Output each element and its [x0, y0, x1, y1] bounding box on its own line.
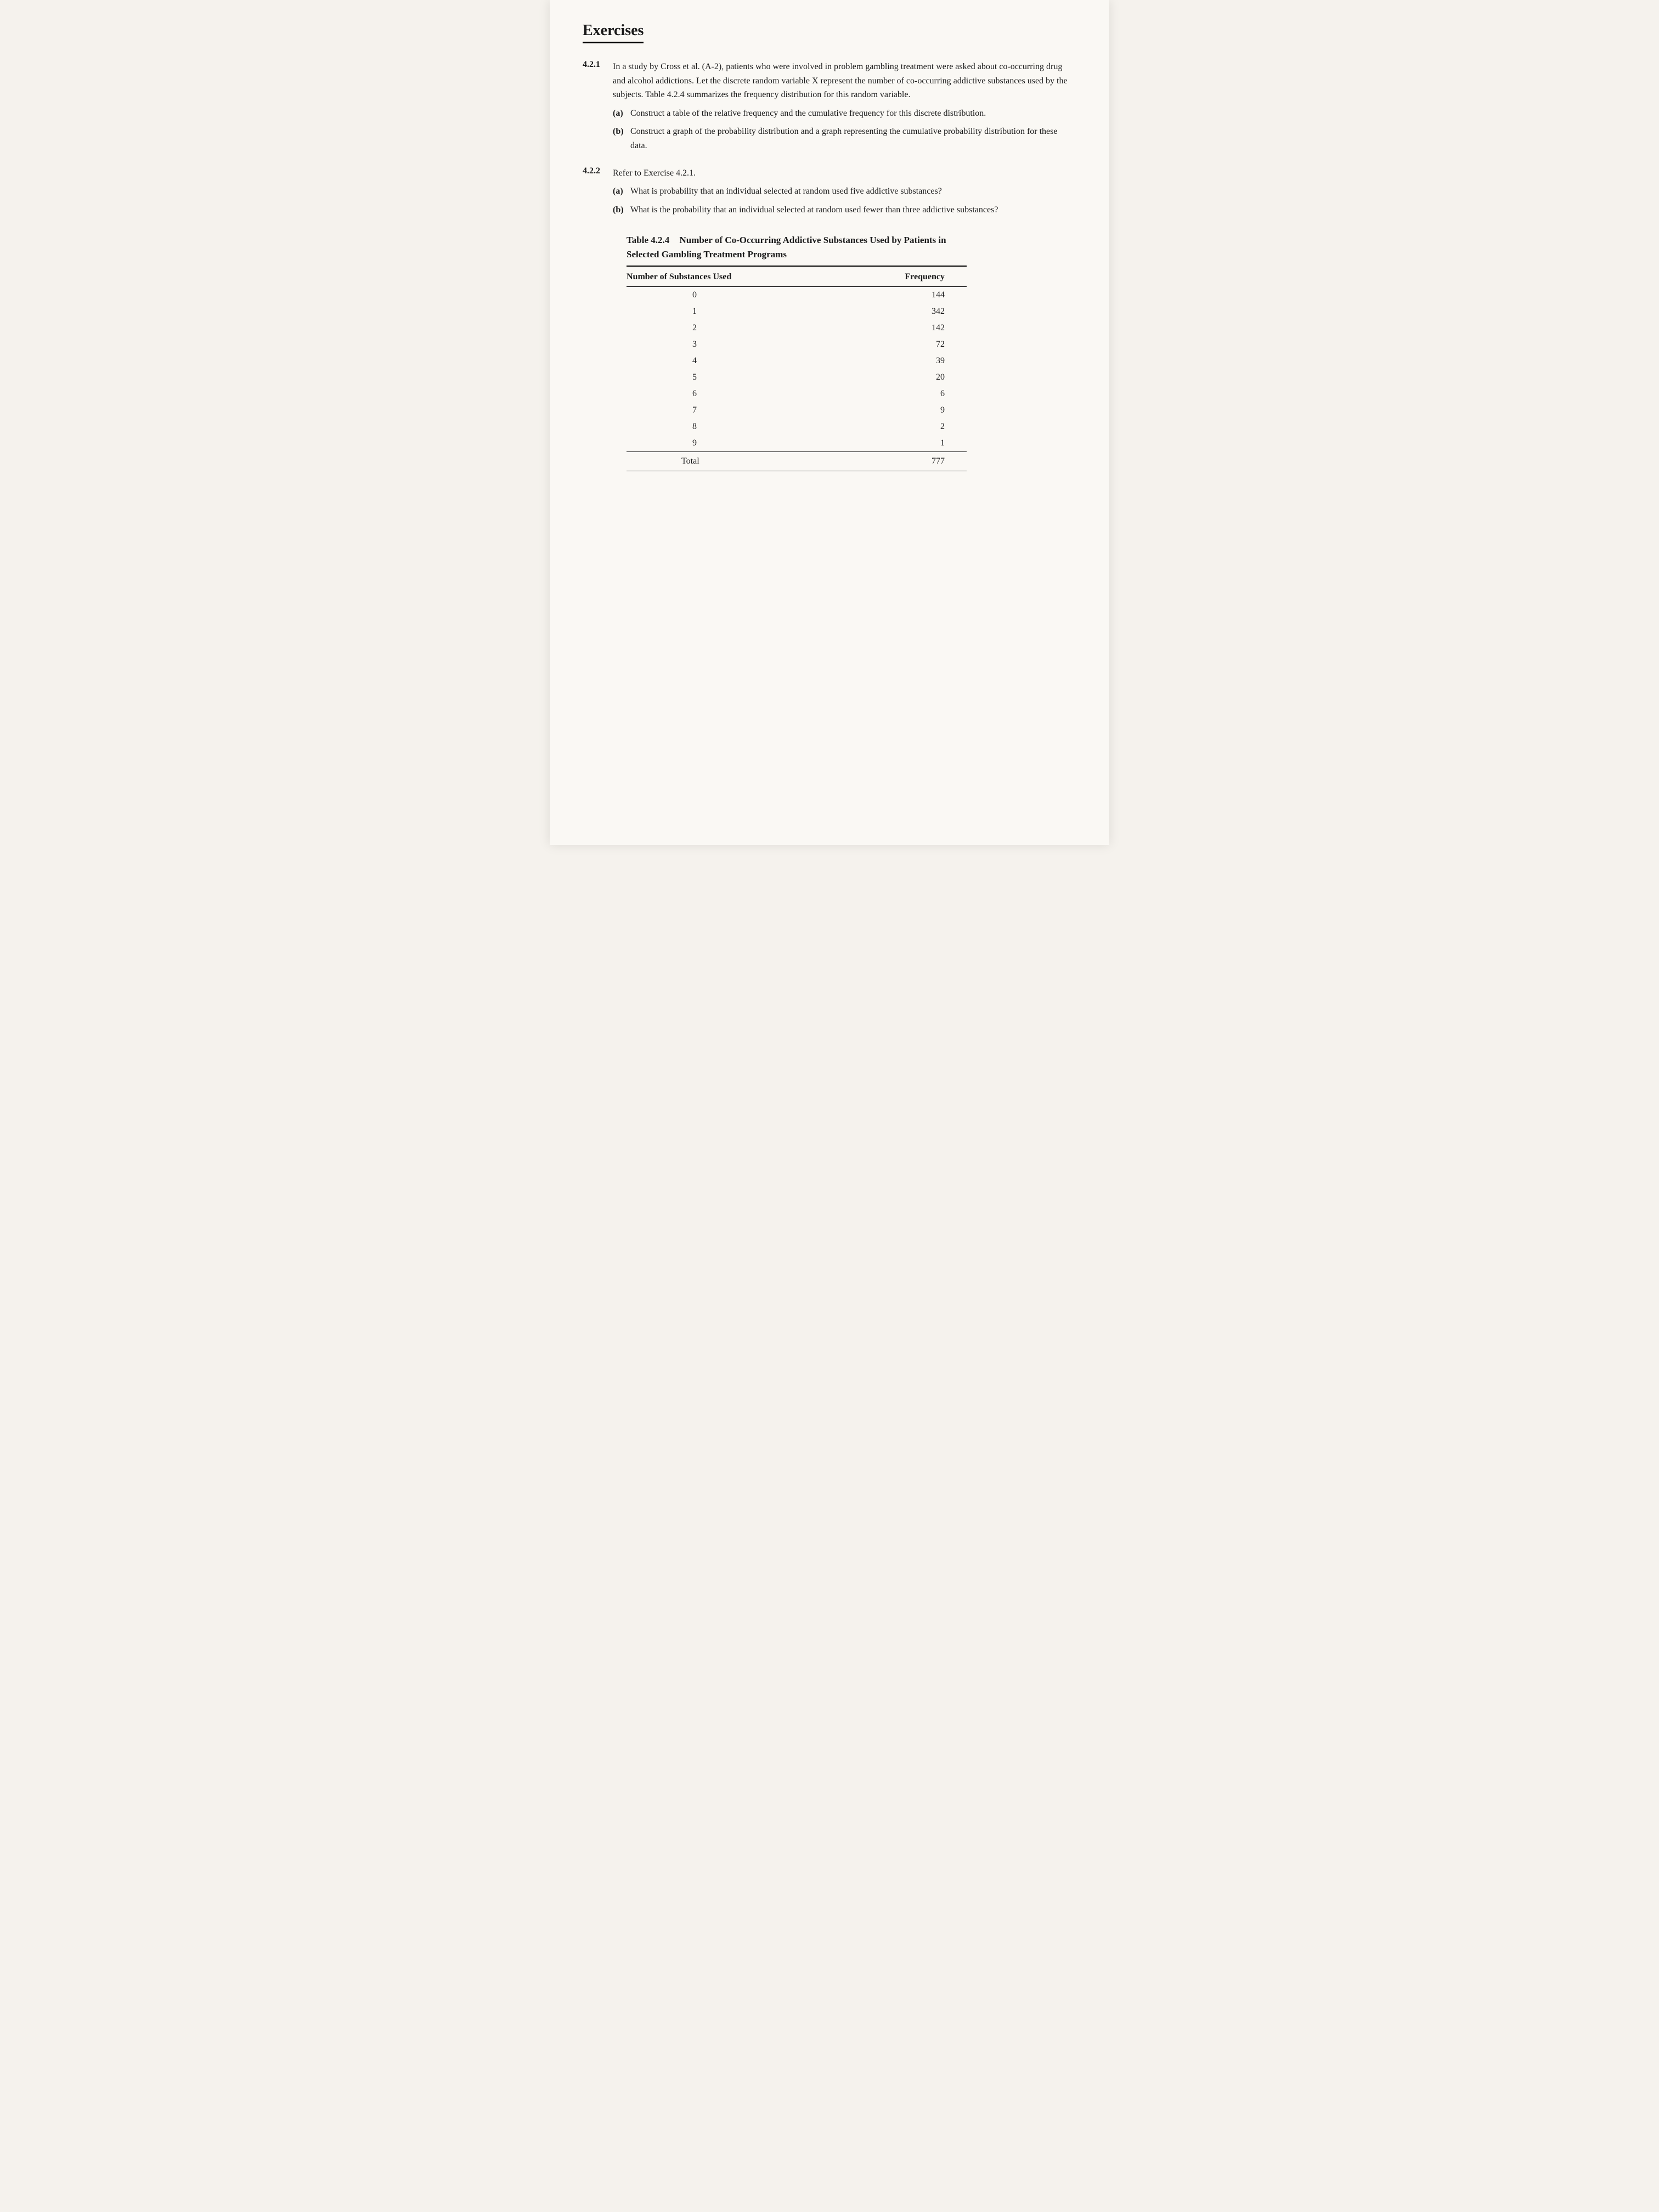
cell-f: 6	[840, 386, 967, 402]
part-text: Construct a graph of the probability dis…	[630, 125, 1076, 153]
data-table-block: Table 4.2.4 Number of Co-Occurring Addic…	[627, 233, 967, 471]
cell-n: 4	[627, 353, 840, 369]
exercise-part-b: (b) Construct a graph of the probability…	[613, 125, 1076, 153]
total-value: 777	[840, 452, 967, 471]
cell-n: 3	[627, 336, 840, 353]
column-header-frequency: Frequency	[840, 267, 967, 287]
cell-f: 39	[840, 353, 967, 369]
column-header-substances: Number of Substances Used	[627, 267, 840, 287]
cell-n: 0	[627, 287, 840, 304]
cell-f: 142	[840, 320, 967, 336]
exercise-body: Refer to Exercise 4.2.1. (a) What is pro…	[613, 166, 1076, 217]
cell-f: 2	[840, 419, 967, 435]
table-row: 66	[627, 386, 967, 402]
part-text: Construct a table of the relative freque…	[630, 106, 1076, 121]
exercise-body: In a study by Cross et al. (A-2), patien…	[613, 60, 1076, 153]
table-row: 91	[627, 435, 967, 452]
cell-n: 1	[627, 303, 840, 320]
cell-f: 9	[840, 402, 967, 419]
total-label: Total	[627, 452, 840, 471]
part-text: What is probability that an individual s…	[630, 184, 1076, 199]
cell-n: 5	[627, 369, 840, 386]
cell-f: 144	[840, 287, 967, 304]
exercise-intro: In a study by Cross et al. (A-2), patien…	[613, 62, 1068, 99]
frequency-table: Number of Substances Used Frequency 0144…	[627, 267, 967, 471]
exercise-part-a: (a) What is probability that an individu…	[613, 184, 1076, 199]
table-row: 2142	[627, 320, 967, 336]
exercise-4-2-2: 4.2.2 Refer to Exercise 4.2.1. (a) What …	[583, 166, 1076, 217]
cell-n: 6	[627, 386, 840, 402]
cell-n: 8	[627, 419, 840, 435]
table-row: 82	[627, 419, 967, 435]
textbook-page: Exercises 4.2.1 In a study by Cross et a…	[550, 0, 1109, 845]
part-label: (a)	[613, 184, 630, 199]
cell-n: 7	[627, 402, 840, 419]
part-label: (b)	[613, 203, 630, 217]
table-body: 0144 1342 2142 372 439 520 66 79 82 91 T…	[627, 287, 967, 471]
table-total-row: Total 777	[627, 452, 967, 471]
table-title-text: Number of Co-Occurring Addictive Substan…	[627, 235, 946, 259]
table-row: 1342	[627, 303, 967, 320]
cell-n: 9	[627, 435, 840, 452]
part-label: (b)	[613, 125, 630, 153]
exercise-number: 4.2.1	[583, 60, 613, 70]
cell-n: 2	[627, 320, 840, 336]
cell-f: 1	[840, 435, 967, 452]
table-row: 0144	[627, 287, 967, 304]
exercise-part-b: (b) What is the probability that an indi…	[613, 203, 1076, 217]
table-row: 372	[627, 336, 967, 353]
cell-f: 342	[840, 303, 967, 320]
cell-f: 72	[840, 336, 967, 353]
exercise-4-2-1: 4.2.1 In a study by Cross et al. (A-2), …	[583, 60, 1076, 153]
table-caption: Table 4.2.4 Number of Co-Occurring Addic…	[627, 233, 967, 267]
table-row: 439	[627, 353, 967, 369]
cell-f: 20	[840, 369, 967, 386]
part-text: What is the probability that an individu…	[630, 203, 1076, 217]
table-label: Table 4.2.4	[627, 235, 669, 245]
exercise-part-a: (a) Construct a table of the relative fr…	[613, 106, 1076, 121]
exercise-intro: Refer to Exercise 4.2.1.	[613, 168, 696, 178]
exercise-number: 4.2.2	[583, 166, 613, 176]
part-label: (a)	[613, 106, 630, 121]
table-row: 520	[627, 369, 967, 386]
table-row: 79	[627, 402, 967, 419]
section-heading: Exercises	[583, 22, 644, 43]
